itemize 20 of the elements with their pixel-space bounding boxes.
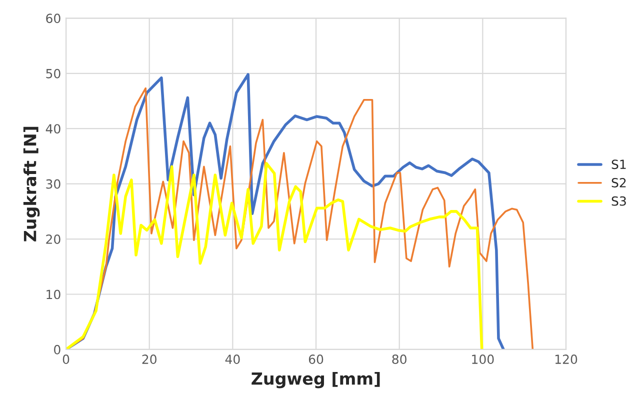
x-axis-title: Zugweg [mm]	[252, 372, 380, 388]
legend-label: S2	[612, 178, 626, 188]
x-tick-label: 0	[62, 354, 70, 364]
x-tick-label: 120	[555, 354, 578, 364]
y-tick-label: 0	[54, 344, 60, 354]
y-tick-label: 40	[46, 124, 60, 134]
x-tick-label: 100	[472, 354, 494, 364]
line-series	[66, 162, 484, 350]
x-tick-label: 80	[392, 354, 406, 364]
x-tick-label: 40	[225, 354, 240, 364]
y-axis-title: Zugkraft [N]	[23, 126, 40, 242]
x-tick-label: 60	[308, 354, 324, 364]
legend-label: S1	[612, 160, 626, 170]
y-tick-label: 20	[46, 234, 60, 244]
y-tick-label: 50	[46, 68, 60, 78]
y-tick-label: 10	[46, 290, 60, 300]
y-tick-label: 30	[46, 179, 60, 189]
legend-label: S3	[612, 196, 626, 206]
y-tick-label: 60	[46, 14, 60, 24]
x-tick-label: 20	[142, 354, 156, 364]
